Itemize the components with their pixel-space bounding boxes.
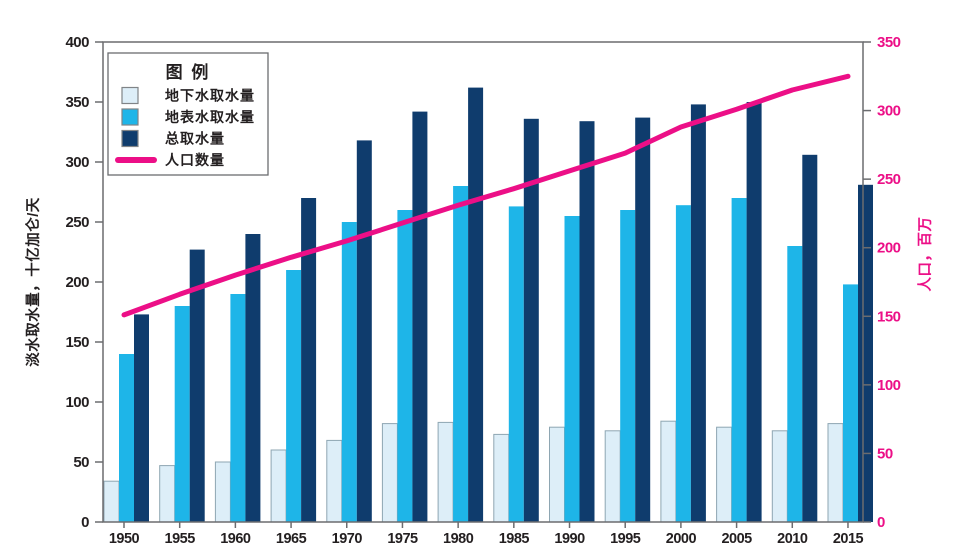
right-axis-title: 人口，百万 bbox=[917, 217, 934, 292]
x-axis-label-2005: 2005 bbox=[721, 531, 752, 547]
right-axis-label-50: 50 bbox=[877, 445, 893, 462]
bar-surface-water-1985 bbox=[508, 206, 524, 522]
bar-total-2005 bbox=[746, 102, 762, 522]
bar-surface-water-2000 bbox=[675, 205, 691, 522]
left-axis-label-300: 300 bbox=[65, 154, 89, 171]
bar-total-1960 bbox=[245, 234, 261, 522]
bar-total-1995 bbox=[635, 117, 651, 522]
bar-surface-water-1970 bbox=[341, 222, 357, 522]
bar-total-2015 bbox=[858, 184, 873, 523]
legend-item-label-1: 地表水取水量 bbox=[165, 109, 255, 125]
bar-surface-water-1975 bbox=[397, 210, 413, 522]
bar-surface-water-2005 bbox=[731, 198, 747, 522]
right-axis-label-100: 100 bbox=[877, 377, 901, 394]
left-axis: 0 50 100 150 200 250 300 350 400 bbox=[65, 34, 103, 531]
bar-groundwater-2015 bbox=[827, 423, 844, 523]
right-axis: 0 50 100 150 200 250 300 350 bbox=[863, 34, 901, 531]
x-axis-label-1970: 1970 bbox=[332, 531, 363, 547]
x-axis-label-1985: 1985 bbox=[499, 531, 530, 547]
bar-groundwater-2010 bbox=[771, 430, 788, 523]
x-axis-label-1990: 1990 bbox=[554, 531, 585, 547]
x-axis-label-2010: 2010 bbox=[777, 531, 808, 547]
bars-group bbox=[103, 87, 873, 523]
left-axis-label-100: 100 bbox=[65, 394, 89, 411]
left-axis-label-0: 0 bbox=[81, 514, 89, 531]
legend-swatch-1 bbox=[121, 108, 139, 126]
legend-item-label-2: 总取水量 bbox=[165, 131, 225, 147]
bar-total-1975 bbox=[412, 111, 428, 522]
bar-groundwater-1980 bbox=[437, 421, 454, 523]
bar-surface-water-1980 bbox=[453, 186, 469, 522]
bar-groundwater-1990 bbox=[549, 426, 565, 523]
x-axis-label-2015: 2015 bbox=[833, 531, 864, 547]
x-axis-label-1975: 1975 bbox=[387, 531, 418, 547]
legend-item-label-0: 地下水取水量 bbox=[165, 88, 255, 104]
right-axis-label-350: 350 bbox=[877, 34, 901, 51]
bar-total-1985 bbox=[523, 118, 539, 523]
bar-groundwater-2000 bbox=[660, 420, 677, 523]
bar-total-1965 bbox=[301, 198, 317, 522]
bar-groundwater-1960 bbox=[214, 461, 231, 523]
bar-groundwater-2005 bbox=[716, 426, 733, 523]
bar-surface-water-2010 bbox=[787, 246, 803, 522]
bar-total-1990 bbox=[579, 121, 595, 522]
left-axis-title: 淡水取水量，十亿加仑/天 bbox=[24, 197, 42, 367]
left-axis-label-50: 50 bbox=[73, 454, 89, 471]
bar-groundwater-1955 bbox=[159, 465, 176, 523]
bar-groundwater-1995 bbox=[604, 430, 621, 523]
right-axis-label-0: 0 bbox=[877, 514, 885, 531]
bar-groundwater-1950 bbox=[103, 480, 120, 523]
bar-total-2010 bbox=[802, 154, 818, 523]
legend-title: 图 例 bbox=[166, 62, 211, 82]
bar-surface-water-1955 bbox=[174, 306, 190, 522]
x-axis-label-2000: 2000 bbox=[666, 531, 697, 547]
left-axis-label-350: 350 bbox=[65, 94, 89, 111]
bar-groundwater-1970 bbox=[326, 439, 343, 523]
bar-total-1970 bbox=[356, 140, 372, 522]
bar-surface-water-1995 bbox=[620, 210, 636, 522]
x-axis-label-1995: 1995 bbox=[610, 531, 641, 547]
right-axis-label-150: 150 bbox=[877, 308, 901, 325]
right-axis-label-200: 200 bbox=[877, 240, 901, 257]
left-axis-label-400: 400 bbox=[65, 34, 89, 51]
bar-total-1955 bbox=[189, 249, 205, 522]
right-axis-label-300: 300 bbox=[877, 103, 901, 120]
left-axis-label-150: 150 bbox=[65, 334, 89, 351]
x-axis-label-1980: 1980 bbox=[443, 531, 474, 547]
x-axis: 1950 1955 1960 1965 1970 1975 1980 1985 1990 1995… bbox=[109, 522, 864, 547]
right-axis-label-250: 250 bbox=[877, 171, 901, 188]
bar-total-1950 bbox=[134, 314, 149, 522]
bar-groundwater-1985 bbox=[493, 433, 510, 523]
bar-surface-water-1960 bbox=[230, 294, 246, 522]
x-axis-label-1965: 1965 bbox=[276, 531, 307, 547]
x-axis-label-1950: 1950 bbox=[109, 531, 140, 547]
legend-item-label-3: 人口数量 bbox=[165, 152, 225, 168]
bar-groundwater-1975 bbox=[381, 423, 398, 523]
bar-groundwater-1965 bbox=[270, 449, 287, 523]
left-axis-label-250: 250 bbox=[65, 214, 89, 231]
bar-surface-water-1990 bbox=[564, 216, 580, 522]
bar-surface-water-1965 bbox=[286, 270, 302, 522]
population-line bbox=[121, 73, 851, 318]
bar-surface-water-1950 bbox=[119, 354, 134, 522]
x-axis-label-1955: 1955 bbox=[165, 531, 196, 547]
bar-total-1980 bbox=[468, 87, 484, 522]
x-axis-label-1960: 1960 bbox=[220, 531, 251, 547]
bar-surface-water-2015 bbox=[843, 284, 858, 522]
legend-swatch-2 bbox=[121, 129, 139, 148]
legend-swatch-0 bbox=[121, 86, 139, 105]
left-axis-label-200: 200 bbox=[65, 274, 89, 291]
bar-total-2000 bbox=[690, 104, 706, 523]
